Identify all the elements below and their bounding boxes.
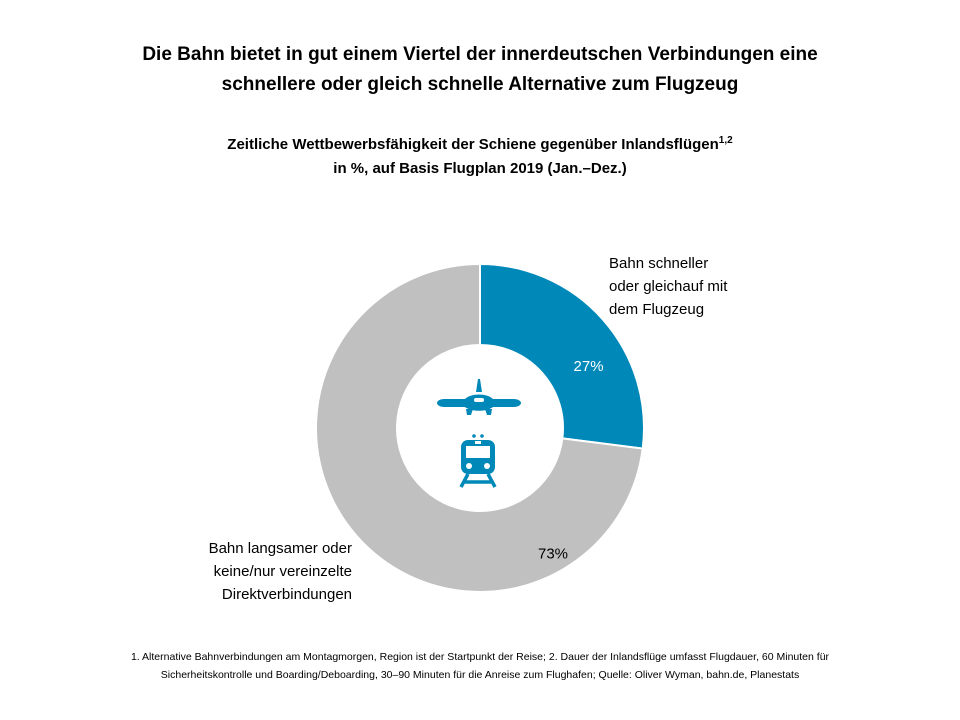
chart-subtitle: Zeitliche Wettbewerbsfähigkeit der Schie… <box>120 133 840 181</box>
slice-label-faster: Bahn schneller oder gleichauf mit dem Fl… <box>609 252 727 321</box>
slice-label-slower-line: Direktverbindungen <box>221 586 352 603</box>
chart-subtitle-text: Zeitliche Wettbewerbsfähigkeit der Schie… <box>227 136 719 153</box>
donut-slices <box>315 262 645 593</box>
footnote-line-1: 1. Alternative Bahnverbindungen am Monta… <box>130 651 830 663</box>
footnote-reference: 1,2 <box>718 135 733 146</box>
slice-label-slower-line: Bahn langsamer oder <box>208 540 352 557</box>
donut-slice-1 <box>315 262 644 593</box>
footnote: 1. Alternative Bahnverbindungen am Monta… <box>60 648 900 684</box>
slice-label-faster-line: oder gleichauf mit <box>609 278 728 295</box>
chart-title-line-1: Die Bahn bietet in gut einem Viertel der… <box>142 44 818 65</box>
donut-value-label-0: 27% <box>574 358 604 375</box>
donut-value-labels: 27% 73% <box>538 358 604 562</box>
slice-label-faster-line: dem Flugzeug <box>609 301 705 318</box>
train-icon <box>459 434 497 488</box>
slice-label-slower: Bahn langsamer oder keine/nur vereinzelt… <box>180 537 352 606</box>
slice-label-slower-line: keine/nur vereinzelte <box>213 563 352 580</box>
footnote-line-2: Sicherheitskontrolle und Boarding/Deboar… <box>160 669 800 681</box>
chart-subtitle-line-2: in %, auf Basis Flugplan 2019 (Jan.–Dez.… <box>333 160 627 177</box>
donut-slice-0 <box>479 262 645 450</box>
airplane-icon <box>437 379 521 415</box>
chart-subtitle-line-1: Zeitliche Wettbewerbsfähigkeit der Schie… <box>120 133 840 157</box>
chart-title: Die Bahn bietet in gut einem Viertel der… <box>40 40 920 100</box>
donut-value-label-1: 73% <box>538 545 568 562</box>
chart-title-line-2: schnellere oder gleich schnelle Alternat… <box>221 74 739 95</box>
slice-label-faster-line: Bahn schneller <box>609 255 709 272</box>
